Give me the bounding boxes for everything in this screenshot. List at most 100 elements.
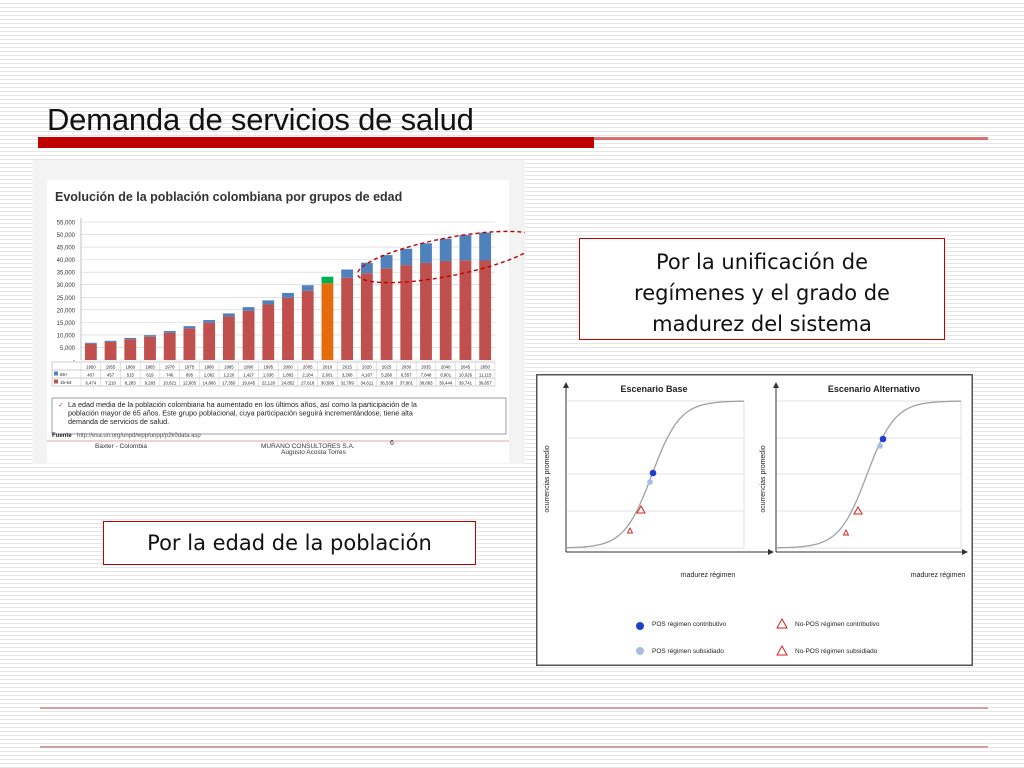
table-cell-65-plus: 3,268	[342, 372, 353, 377]
table-cell-65-plus: 6,557	[401, 372, 412, 377]
page-number: 6	[390, 440, 394, 447]
y-tick-label: 40,000	[57, 258, 76, 264]
title-rule-accent	[38, 137, 594, 148]
nopos-subsidiado-marker	[626, 526, 634, 534]
chart-note: La edad media de la población colombiana…	[68, 400, 417, 426]
bar-15-64	[400, 265, 413, 360]
legend-15-64-swatch	[54, 379, 58, 384]
bar-65-plus	[341, 269, 354, 278]
scenario-base-xlabel: madurez régimen	[681, 572, 736, 579]
bar-15-64	[183, 328, 196, 360]
footer-rule	[40, 746, 988, 748]
bar-65-plus	[479, 232, 492, 261]
legend-nopos-contributivo-icon	[776, 617, 788, 629]
x-tick-label: 2030	[402, 364, 412, 369]
bar-65-plus	[163, 330, 176, 333]
y-tick-label: 25,000	[57, 296, 76, 302]
y-tick-label: 5,000	[60, 346, 76, 352]
x-tick-label: 2005	[303, 364, 313, 369]
x-tick-label: 2010	[323, 364, 333, 369]
footer-author: Augusto Acosta Torres	[281, 449, 347, 456]
x-tick-label: 1955	[106, 364, 116, 369]
y-tick-label: 35,000	[57, 271, 76, 277]
legend-nopos-contributivo: No-POS régimen contributivo	[795, 621, 880, 628]
y-tick-label: 50,000	[57, 233, 76, 239]
x-tick-label: 2015	[342, 364, 352, 369]
bar-15-64	[144, 336, 156, 360]
table-cell-15-64: 39,741	[459, 380, 473, 385]
population-chart-panel: Evolución de la población colombiana por…	[33, 160, 540, 464]
callout-line: regímenes y el grado de	[634, 281, 890, 305]
table-cell-65-plus: 5,268	[381, 372, 392, 377]
table-cell-65-plus: 407	[87, 372, 95, 377]
bar-65-plus	[459, 235, 472, 261]
footer-left: Baxter - Colombia	[95, 443, 147, 450]
table-cell-15-64: 7,210	[105, 380, 116, 385]
table-cell-15-64: 9,283	[145, 380, 156, 385]
bar-65-plus	[400, 248, 413, 266]
bar-15-64	[262, 304, 275, 360]
bar-15-64	[360, 273, 373, 360]
table-cell-65-plus: 1,427	[243, 372, 254, 377]
bar-65-plus	[380, 255, 393, 269]
bar-15-64	[222, 316, 235, 360]
table-cell-65-plus: 7,848	[421, 372, 432, 377]
bar-65-plus	[203, 320, 216, 323]
table-cell-65-plus: 457	[107, 372, 115, 377]
y-tick-label: 30,000	[57, 283, 76, 289]
bar-65-plus	[104, 340, 117, 342]
y-tick-label: 15,000	[57, 321, 76, 327]
y-tick-label: -	[73, 359, 75, 365]
table-cell-65-plus: 2,601	[322, 372, 333, 377]
table-cell-15-64: 10,821	[163, 380, 177, 385]
bar-15-64	[203, 322, 216, 360]
scenario-alt-title: Escenario Alternativo	[828, 384, 921, 394]
table-cell-15-64: 12,605	[183, 380, 197, 385]
x-tick-label: 2040	[441, 364, 451, 369]
source-text: http://esa.un.org/unpd/wpp/unpp/p2k0data…	[77, 433, 201, 439]
x-tick-label: 1970	[165, 364, 175, 369]
x-tick-label: 1990	[244, 364, 254, 369]
table-cell-65-plus: 1,882	[283, 372, 294, 377]
x-tick-label: 2025	[382, 364, 392, 369]
x-tick-label: 1965	[145, 364, 155, 369]
legend-15-64: 15-64	[60, 380, 72, 385]
scenario-base-ylabel: ocurrencias promedio	[544, 445, 551, 512]
table-cell-15-64: 32,799	[341, 380, 355, 385]
bar-15-64	[301, 290, 314, 360]
bar-15-64	[439, 261, 452, 360]
y-tick-label: 20,000	[57, 308, 76, 314]
bar-65-plus	[439, 238, 452, 262]
bar-15-64	[321, 283, 334, 360]
scenario-alt-xlabel: madurez régimen	[911, 572, 966, 579]
bar-15-64	[380, 268, 393, 360]
scenario-alt-curve	[776, 400, 961, 549]
table-cell-65-plus: 11,115	[479, 372, 492, 377]
bar-15-64	[420, 262, 432, 360]
nopos-contributivo-marker	[636, 504, 646, 514]
table-cell-65-plus: 1,220	[223, 372, 234, 377]
callout-line: Por la unificación de	[655, 250, 868, 274]
legend-pos-contributivo-icon	[636, 622, 644, 630]
scenario-alt-ylabel: ocurrencias promedio	[760, 445, 767, 512]
legend-65-plus-swatch	[54, 371, 58, 376]
y-tick-label: 55,000	[57, 221, 76, 227]
slide-title: Demanda de servicios de salud	[47, 102, 474, 137]
bar-65-plus	[321, 276, 334, 284]
table-cell-15-64: 37,801	[400, 380, 414, 385]
table-cell-65-plus: 4,167	[361, 372, 372, 377]
x-tick-label: 1985	[224, 364, 234, 369]
table-cell-15-64: 38,683	[419, 380, 433, 385]
bar-65-plus	[282, 292, 294, 298]
x-tick-label: 1980	[204, 364, 214, 369]
pos-subsidiado-marker-alt	[877, 443, 883, 449]
scenario-base-title: Escenario Base	[620, 384, 687, 394]
x-tick-label: 2045	[461, 364, 471, 369]
callout-unificacion: Por la unificación de regímenes y el gra…	[579, 238, 945, 340]
table-cell-65-plus: 2,184	[302, 372, 313, 377]
bar-65-plus	[144, 335, 156, 337]
table-cell-15-64: 14,866	[203, 380, 217, 385]
bar-65-plus	[420, 243, 432, 263]
title-rule	[594, 137, 988, 140]
bar-65-plus	[242, 307, 255, 311]
